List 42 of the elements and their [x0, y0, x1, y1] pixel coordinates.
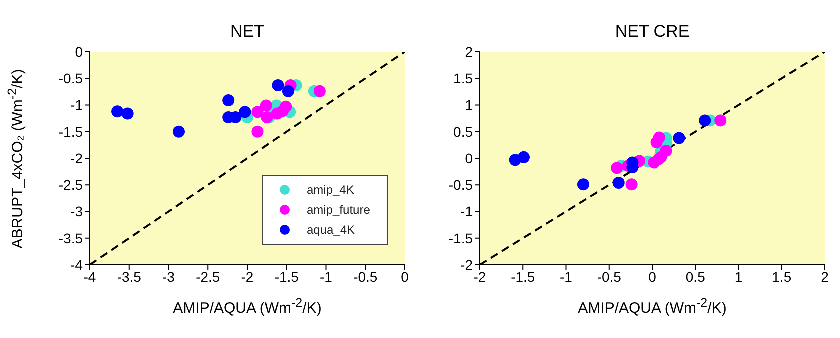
- x-tick-label: -1: [560, 268, 573, 285]
- x-tick-label: -1.5: [511, 268, 536, 285]
- chart-title: NET: [230, 22, 266, 42]
- y-tick-label: -1.5: [448, 230, 474, 246]
- x-tick-label: -4: [84, 268, 96, 285]
- x-tick-label: -3.5: [117, 268, 142, 285]
- y-tick-label: 0: [75, 44, 84, 60]
- y-tick-label: 2: [465, 44, 474, 60]
- x-tick-label: -0.5: [597, 268, 622, 285]
- x-tick-label: -2.5: [196, 268, 220, 285]
- y-tick-label: 1.5: [454, 70, 474, 87]
- x-tick-label: -2: [241, 268, 254, 285]
- x-tick-label: 0: [401, 268, 410, 285]
- x-axis-title: AMIP/AQUA (Wm$^{-2}$/K): [577, 296, 728, 317]
- x-tick-label: 2: [821, 268, 830, 285]
- y-tick-label: -2.5: [58, 177, 84, 194]
- y-tick-label: -2: [460, 256, 474, 273]
- y-tick-label: -0.5: [448, 177, 474, 194]
- x-tick-label: -3: [162, 268, 176, 285]
- y-tick-label: -2: [70, 150, 84, 166]
- x-tick-label: 1.5: [772, 268, 792, 285]
- x-axis-title: AMIP/AQUA (Wm$^{-2}$/K): [172, 296, 323, 317]
- x-tick-label: 0.5: [686, 268, 706, 285]
- legend-label: amip_4K: [307, 182, 354, 199]
- x-tick-label: -1: [320, 268, 333, 285]
- y-tick-label: 1: [465, 97, 474, 114]
- y-tick-label: -3.5: [58, 230, 84, 246]
- y-tick-label: -1.5: [58, 124, 84, 140]
- x-tick-label: 0: [648, 268, 657, 285]
- y-tick-label: -3: [70, 204, 84, 220]
- y-tick-label: 0: [465, 150, 474, 166]
- chart-title: NET CRE: [614, 22, 691, 42]
- y-tick-label: 0.5: [454, 124, 474, 140]
- y-tick-label: -1: [70, 97, 84, 114]
- y-tick-label: -1: [460, 204, 474, 220]
- y-tick-label: -0.5: [58, 70, 84, 87]
- x-tick-label: -0.5: [354, 268, 378, 285]
- legend-label: aqua_4K: [307, 222, 356, 239]
- x-tick-label: 1: [734, 268, 743, 285]
- x-tick-label: -1.5: [274, 268, 300, 285]
- y-tick-label: -4: [70, 256, 84, 273]
- legend-label: amip_future: [307, 202, 370, 219]
